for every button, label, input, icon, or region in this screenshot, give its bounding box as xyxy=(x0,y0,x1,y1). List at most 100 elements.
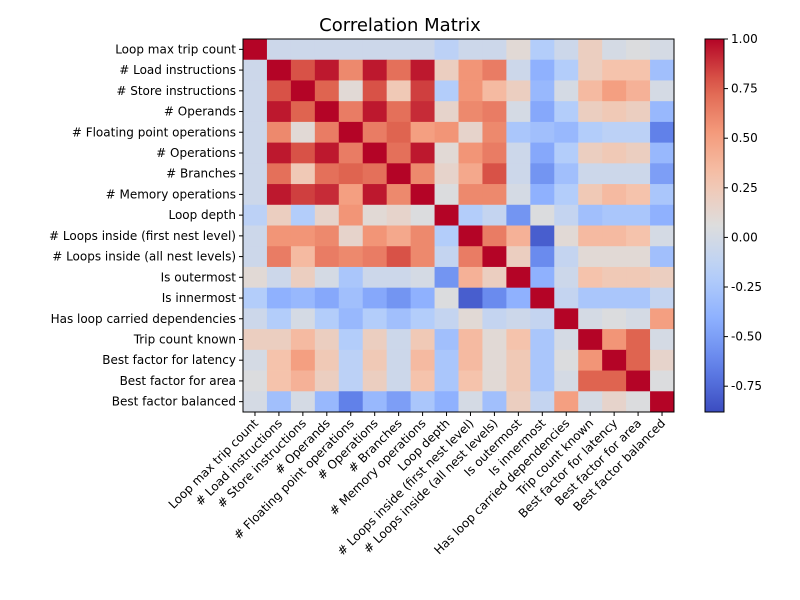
heatmap-cell xyxy=(410,59,435,81)
heatmap-cell xyxy=(386,370,412,392)
heatmap-cell xyxy=(434,184,459,206)
heatmap-cell xyxy=(266,370,292,392)
heatmap-cell xyxy=(482,246,507,268)
heatmap-cell xyxy=(650,329,675,351)
heatmap-cell xyxy=(290,391,316,413)
heatmap-cell xyxy=(266,184,292,206)
heatmap-cell xyxy=(530,80,555,102)
heatmap-cell xyxy=(290,39,316,61)
heatmap-cell xyxy=(650,121,675,144)
heatmap-cell xyxy=(410,391,435,413)
heatmap-cell xyxy=(554,308,579,330)
heatmap-cell xyxy=(243,39,268,61)
heatmap-cell xyxy=(554,204,579,226)
heatmap-cell xyxy=(266,391,292,413)
heatmap-cell xyxy=(650,142,675,164)
row-label: # Memory operations xyxy=(106,187,236,201)
heatmap-cell xyxy=(554,349,579,371)
heatmap-cell xyxy=(602,59,627,81)
heatmap-cell xyxy=(530,266,555,289)
heatmap-cell xyxy=(506,163,531,185)
heatmap-cell xyxy=(362,287,388,309)
heatmap-cell xyxy=(434,142,459,164)
heatmap-cell xyxy=(458,59,483,81)
heatmap-cell xyxy=(626,391,651,413)
heatmap-cell xyxy=(626,246,651,268)
heatmap-cell xyxy=(578,204,603,226)
heatmap-cell xyxy=(338,39,364,61)
heatmap-cell xyxy=(506,266,531,289)
heatmap-cell xyxy=(266,225,292,247)
row-label: Best factor balanced xyxy=(112,395,236,409)
heatmap-cell xyxy=(266,246,292,268)
heatmap-cell xyxy=(434,329,459,351)
heatmap-cell xyxy=(578,246,603,268)
heatmap-cell xyxy=(290,370,316,392)
heatmap-cell xyxy=(506,370,531,392)
heatmap-cell xyxy=(362,370,388,392)
row-label: # Floating point operations xyxy=(72,125,236,139)
heatmap-cell xyxy=(243,59,268,81)
heatmap-cell xyxy=(410,287,435,309)
heatmap-cell xyxy=(290,121,316,144)
heatmap-cell xyxy=(362,163,388,185)
heatmap-cell xyxy=(290,308,316,330)
heatmap-cell xyxy=(578,184,603,206)
heatmap-cell xyxy=(243,329,268,351)
heatmap-cell xyxy=(554,39,579,61)
heatmap-cell xyxy=(554,287,579,309)
heatmap-cell xyxy=(530,329,555,351)
heatmap-cell xyxy=(578,349,603,371)
heatmap-cell xyxy=(410,80,435,102)
heatmap-cell xyxy=(506,121,531,144)
heatmap-cell xyxy=(338,308,364,330)
heatmap-cell xyxy=(410,349,435,371)
heatmap-cell xyxy=(506,246,531,268)
heatmap-cell xyxy=(386,59,412,81)
heatmap-cell xyxy=(650,101,675,123)
heatmap-cell xyxy=(266,80,292,102)
heatmap-cell xyxy=(626,80,651,102)
heatmap-cell xyxy=(386,349,412,371)
heatmap-cell xyxy=(530,246,555,268)
heatmap-cell xyxy=(243,391,268,413)
heatmap-cell xyxy=(338,391,364,413)
heatmap-cell xyxy=(530,308,555,330)
heatmap-cell xyxy=(506,80,531,102)
heatmap-cell xyxy=(530,204,555,226)
heatmap-cell xyxy=(626,266,651,289)
heatmap-cell xyxy=(458,142,483,164)
heatmap-cell xyxy=(626,329,651,351)
heatmap-cell xyxy=(650,287,675,309)
heatmap-cell xyxy=(266,101,292,123)
heatmap-cell xyxy=(243,287,268,309)
heatmap-cell xyxy=(266,163,292,185)
row-label: # Branches xyxy=(166,167,236,181)
heatmap-cell xyxy=(482,329,507,351)
heatmap-cell xyxy=(650,391,675,413)
heatmap-cell xyxy=(578,142,603,164)
heatmap-cell xyxy=(458,225,483,247)
heatmap-cell xyxy=(458,80,483,102)
chart-title: Correlation Matrix xyxy=(319,15,481,36)
row-label: Best factor for area xyxy=(120,374,236,388)
heatmap-cell xyxy=(458,204,483,226)
heatmap-cell xyxy=(290,204,316,226)
heatmap-cell xyxy=(243,308,268,330)
heatmap-cell xyxy=(338,329,364,351)
heatmap-cell xyxy=(434,225,459,247)
heatmap-cell xyxy=(602,329,627,351)
heatmap-cell xyxy=(243,246,268,268)
heatmap-cell xyxy=(458,287,483,309)
heatmap-cell xyxy=(506,142,531,164)
colorbar-tick-label: 0.00 xyxy=(731,230,758,244)
heatmap-cell xyxy=(386,80,412,102)
heatmap-cell xyxy=(578,391,603,413)
heatmap-cell xyxy=(290,225,316,247)
heatmap-cell xyxy=(602,266,627,289)
heatmap-cell xyxy=(530,142,555,164)
heatmap-cell xyxy=(434,308,459,330)
heatmap-cell xyxy=(602,101,627,123)
heatmap-cell xyxy=(554,80,579,102)
heatmap-cell xyxy=(290,80,316,102)
